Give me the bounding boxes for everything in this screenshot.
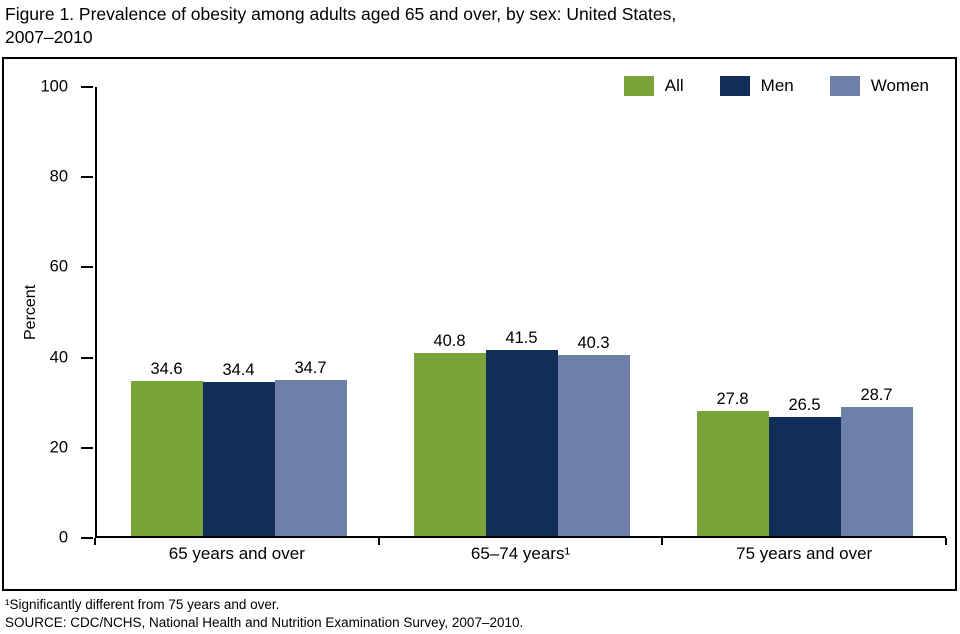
bar-groups: 34.6 34.4 34.7 40.8 41.5 40.3 27.8 26.5 28.7 [97, 87, 946, 536]
bar-unit: 28.7 [840, 87, 913, 536]
y-tick-label: 100 [40, 77, 68, 96]
x-category-label: 65 years and over [168, 544, 305, 563]
bar-group: 40.8 41.5 40.3 [380, 87, 663, 536]
legend-label: All [664, 76, 684, 95]
footnotes: ¹Significantly different from 75 years a… [5, 596, 523, 632]
footnote-source: SOURCE: CDC/NCHS, National Health and Nu… [5, 614, 524, 630]
y-tick-label: 40 [49, 348, 68, 367]
bar-value-label: 34.7 [294, 359, 327, 378]
y-tick-label: 0 [58, 528, 68, 547]
legend-swatch [719, 76, 750, 96]
bar-women [274, 380, 347, 536]
bar-unit: 41.5 [485, 87, 558, 536]
bar-men [768, 417, 841, 536]
legend-swatch [829, 76, 860, 96]
bar-women [840, 407, 913, 536]
legend-item-women: Women [829, 76, 929, 96]
bar-unit: 34.4 [202, 87, 275, 536]
bar-men [485, 349, 558, 536]
bar-all [130, 380, 203, 536]
legend-label: Men [760, 76, 794, 95]
x-axis-ticks [94, 538, 947, 546]
bar-men [202, 381, 275, 536]
legend-item-men: Men [719, 76, 794, 96]
bar-value-label: 40.3 [577, 334, 610, 353]
x-axis-tick [661, 538, 664, 545]
x-axis-tick [945, 538, 947, 545]
bar-unit: 40.8 [413, 87, 486, 536]
bar-unit: 40.3 [557, 87, 630, 536]
bar-value-label: 26.5 [788, 396, 821, 415]
bar-value-label: 34.6 [150, 359, 183, 378]
legend-swatch [623, 76, 654, 96]
bar-unit: 34.7 [274, 87, 347, 536]
y-axis: 0 20 40 60 80 100 [4, 78, 95, 547]
bar-value-label: 27.8 [716, 390, 749, 409]
bar-unit: 26.5 [768, 87, 841, 536]
x-category-label: 65–74 years¹ [470, 544, 571, 563]
legend-label: Women [870, 76, 929, 95]
y-tick-mark [81, 176, 93, 179]
y-tick-mark [81, 537, 93, 539]
y-tick-mark [81, 86, 93, 88]
figure-title: Figure 1. Prevalence of obesity among ad… [5, 4, 677, 47]
bar-value-label: 34.4 [222, 360, 255, 379]
bar-women [557, 355, 630, 536]
bar-value-label: 28.7 [860, 386, 893, 405]
x-axis-labels: 65 years and over 65–74 years¹ 75 years an… [95, 544, 946, 564]
footnote-significance: ¹Significantly different from 75 years a… [5, 597, 280, 612]
bar-all [696, 411, 769, 536]
y-tick-label: 20 [49, 438, 68, 457]
x-axis-tick [377, 538, 380, 545]
bar-value-label: 40.8 [433, 331, 466, 350]
bar-group: 27.8 26.5 28.7 [663, 87, 946, 536]
y-tick-mark [81, 266, 93, 269]
bar-unit: 34.6 [130, 87, 203, 536]
bar-unit: 27.8 [696, 87, 769, 536]
x-axis-tick [94, 538, 96, 545]
bar-all [413, 352, 486, 536]
bar-group: 34.6 34.4 34.7 [97, 87, 380, 536]
y-tick-label: 80 [49, 167, 68, 186]
y-tick-mark [81, 446, 93, 449]
x-category-label: 75 years and over [736, 544, 873, 563]
y-tick-mark [81, 356, 93, 359]
plot-area: 34.6 34.4 34.7 40.8 41.5 40.3 27.8 26.5 28.7 [95, 87, 946, 538]
chart-frame: All Men Women Percent 0 20 40 60 80 100 34.6 34.… [2, 57, 957, 591]
bar-value-label: 41.5 [505, 328, 538, 347]
legend-item-all: All [623, 76, 684, 96]
legend: All Men Women [623, 76, 929, 96]
y-tick-label: 60 [49, 257, 68, 276]
